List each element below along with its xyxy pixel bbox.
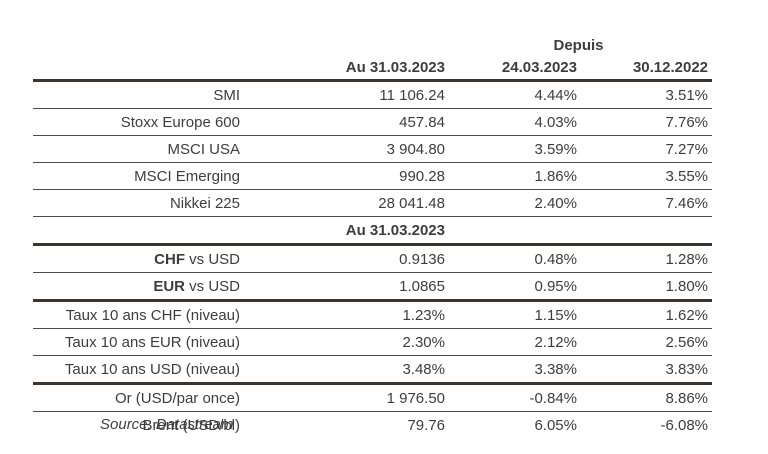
row-label: MSCI USA (33, 135, 255, 163)
empty-cell (255, 32, 445, 56)
subheader-au-31-03-2023: Au 31.03.2023 (255, 216, 445, 246)
row-taux-10-ans-eur: Taux 10 ans EUR (niveau) 2.30% 2.12% 2.5… (33, 328, 713, 356)
row-taux-10-ans-chf: Taux 10 ans CHF (niveau) 1.23% 1.15% 1.6… (33, 300, 713, 329)
value-since1: 1.86% (445, 162, 577, 190)
empty-cell (33, 56, 255, 82)
row-label-currency: CHF (154, 250, 185, 268)
value-level: 0.9136 (255, 244, 445, 273)
row-label: Stoxx Europe 600 (33, 108, 255, 136)
header-row-depuis: Depuis (33, 32, 712, 56)
row-msci-emerging: MSCI Emerging 990.28 1.86% 3.55% (33, 162, 713, 190)
value-since2: 7.27% (577, 135, 713, 163)
row-eur-vs-usd: EUR vs USD 1.0865 0.95% 1.80% (33, 272, 713, 302)
value-since1: 0.48% (445, 244, 577, 273)
row-or: Or (USD/par once) 1 976.50 -0.84% 8.86% (33, 383, 713, 412)
row-label: Taux 10 ans EUR (niveau) (33, 328, 255, 356)
row-label: Taux 10 ans CHF (niveau) (33, 300, 255, 329)
value-since1: 1.15% (445, 300, 577, 329)
value-since2: 3.55% (577, 162, 713, 190)
row-label: SMI (33, 80, 255, 109)
value-level: 2.30% (255, 328, 445, 356)
value-since2: 1.28% (577, 244, 713, 273)
value-since1: 3.38% (445, 355, 577, 385)
value-since2: 7.46% (577, 189, 713, 217)
col-header-24-03-2023: 24.03.2023 (445, 56, 577, 82)
row-label: Or (USD/par once) (33, 383, 255, 412)
value-level: 1.0865 (255, 272, 445, 302)
value-level: 990.28 (255, 162, 445, 190)
value-level: 3 904.80 (255, 135, 445, 163)
empty-cell (33, 32, 255, 56)
row-label: MSCI Emerging (33, 162, 255, 190)
value-level: 11 106.24 (255, 80, 445, 109)
value-level: 457.84 (255, 108, 445, 136)
row-label-rest: vs USD (184, 250, 240, 268)
row-label: Taux 10 ans USD (niveau) (33, 355, 255, 385)
source-note: Source: Datastream (100, 416, 234, 433)
value-since2: 7.76% (577, 108, 713, 136)
row-smi: SMI 11 106.24 4.44% 3.51% (33, 80, 713, 109)
value-level: 3.48% (255, 355, 445, 385)
value-since1: 0.95% (445, 272, 577, 302)
row-msci-usa: MSCI USA 3 904.80 3.59% 7.27% (33, 135, 713, 163)
value-since1: 2.12% (445, 328, 577, 356)
row-label-currency: EUR (153, 277, 185, 295)
value-since2: -6.08% (660, 416, 709, 434)
value-level: 79.76 (407, 416, 445, 434)
value-since2: 2.56% (577, 328, 713, 356)
value-since2: 1.62% (577, 300, 713, 329)
value-since1: 3.59% (445, 135, 577, 163)
row-stoxx-europe-600: Stoxx Europe 600 457.84 4.03% 7.76% (33, 108, 713, 136)
value-since2: 1.80% (577, 272, 713, 302)
value-level: 1 976.50 (255, 383, 445, 412)
market-data-table: Depuis Au 31.03.2023 24.03.2023 30.12.20… (33, 32, 713, 439)
value-since1: -0.84% (445, 383, 577, 412)
value-since1: 4.44% (445, 80, 577, 109)
empty-cell (577, 216, 713, 246)
row-chf-vs-usd: CHF vs USD 0.9136 0.48% 1.28% (33, 244, 713, 273)
row-label: Brent (USD/bl) (142, 416, 240, 434)
empty-cell (33, 216, 255, 246)
value-level: 1.23% (255, 300, 445, 329)
value-since1: 6.05% (534, 416, 577, 434)
value-level: 28 041.48 (255, 189, 445, 217)
value-since2: 3.83% (577, 355, 713, 385)
empty-cell (445, 216, 577, 246)
depuis-label: Depuis (553, 37, 604, 54)
header-row-columns: Au 31.03.2023 24.03.2023 30.12.2022 (33, 56, 713, 82)
value-since2: 3.51% (577, 80, 713, 109)
value-since1: 4.03% (445, 108, 577, 136)
col-header-au-31-03-2023: Au 31.03.2023 (255, 56, 445, 82)
col-header-30-12-2022: 30.12.2022 (577, 56, 713, 82)
row-taux-10-ans-usd: Taux 10 ans USD (niveau) 3.48% 3.38% 3.8… (33, 355, 713, 385)
row-label-rest: vs USD (184, 277, 240, 295)
row-label: Nikkei 225 (33, 189, 255, 217)
row-label: CHF vs USD (33, 244, 255, 273)
row-nikkei-225: Nikkei 225 28 041.48 2.40% 7.46% (33, 189, 713, 217)
row-label: EUR vs USD (33, 272, 255, 302)
subheader-row-au-31-03-2023: Au 31.03.2023 (33, 216, 713, 246)
row-brent: Brent (USD/bl) 79.76 6.05% -6.08% (33, 412, 712, 439)
value-since2: 8.86% (577, 383, 713, 412)
value-since1: 2.40% (445, 189, 577, 217)
